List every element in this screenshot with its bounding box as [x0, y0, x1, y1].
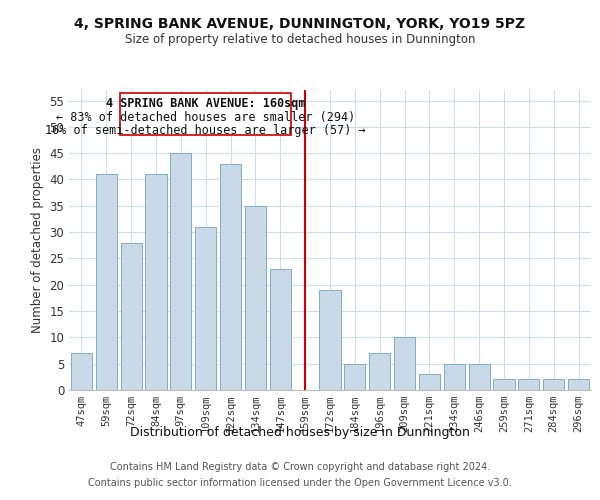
Text: Contains HM Land Registry data © Crown copyright and database right 2024.: Contains HM Land Registry data © Crown c… [110, 462, 490, 472]
Bar [518, 380, 539, 390]
Text: Distribution of detached houses by size in Dunnington: Distribution of detached houses by size … [130, 426, 470, 439]
Bar [145, 174, 167, 390]
Text: ← 83% of detached houses are smaller (294): ← 83% of detached houses are smaller (29… [56, 111, 355, 124]
Bar [344, 364, 365, 390]
Bar [319, 290, 341, 390]
Bar [444, 364, 465, 390]
Bar [419, 374, 440, 390]
Bar [96, 174, 117, 390]
Bar [195, 227, 216, 390]
Text: 4, SPRING BANK AVENUE, DUNNINGTON, YORK, YO19 5PZ: 4, SPRING BANK AVENUE, DUNNINGTON, YORK,… [74, 18, 526, 32]
Bar [543, 380, 564, 390]
Bar [394, 338, 415, 390]
Bar [493, 380, 515, 390]
Bar [270, 269, 291, 390]
Text: 16% of semi-detached houses are larger (57) →: 16% of semi-detached houses are larger (… [46, 124, 366, 137]
FancyBboxPatch shape [120, 92, 292, 134]
Y-axis label: Number of detached properties: Number of detached properties [31, 147, 44, 333]
Bar [220, 164, 241, 390]
Text: Contains public sector information licensed under the Open Government Licence v3: Contains public sector information licen… [88, 478, 512, 488]
Bar [245, 206, 266, 390]
Bar [170, 153, 191, 390]
Bar [469, 364, 490, 390]
Text: 4 SPRING BANK AVENUE: 160sqm: 4 SPRING BANK AVENUE: 160sqm [106, 97, 305, 110]
Bar [121, 242, 142, 390]
Text: Size of property relative to detached houses in Dunnington: Size of property relative to detached ho… [125, 32, 475, 46]
Bar [568, 380, 589, 390]
Bar [71, 353, 92, 390]
Bar [369, 353, 390, 390]
